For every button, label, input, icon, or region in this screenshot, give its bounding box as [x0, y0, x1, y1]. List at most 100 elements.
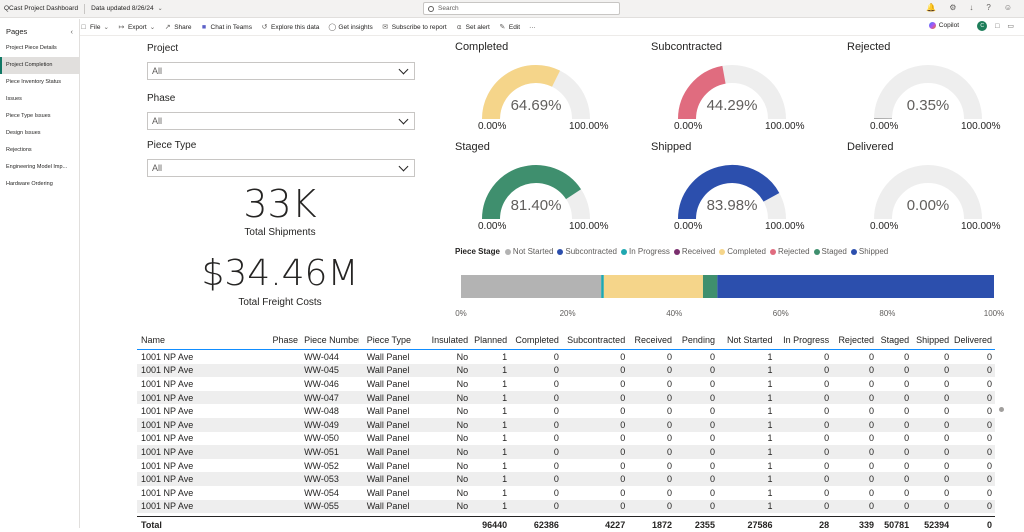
- bookmark-icon[interactable]: □: [995, 23, 999, 30]
- sidebar-item[interactable]: Piece Inventory Status: [0, 74, 79, 91]
- sidebar-item[interactable]: Project Completion: [0, 57, 79, 74]
- chevron-down-icon: [399, 114, 409, 124]
- column-header[interactable]: Piece Number: [298, 335, 359, 345]
- chat-in-teams-button[interactable]: ■Chat in Teams: [201, 24, 252, 31]
- gear-icon[interactable]: ⚙: [949, 3, 956, 12]
- sidebar-item[interactable]: Issues: [0, 91, 79, 108]
- bar-segment-shipped[interactable]: [717, 275, 994, 298]
- legend-item[interactable]: Rejected: [770, 247, 810, 256]
- table-cell: 0: [625, 365, 672, 375]
- legend-item[interactable]: In Progress: [621, 247, 670, 256]
- piece-type-dropdown[interactable]: All: [147, 159, 415, 177]
- top-icons: 🔔 ⚙ ↓ ? ☺: [926, 3, 1012, 12]
- column-header[interactable]: Not Started: [715, 335, 773, 345]
- download-icon[interactable]: ↓: [969, 3, 973, 12]
- legend-dot: [719, 249, 725, 255]
- sidebar-item[interactable]: Piece Type Issues: [0, 108, 79, 125]
- gauge-value: 64.69%: [451, 97, 621, 114]
- total-cell: 50781: [874, 520, 909, 530]
- scrollbar-handle[interactable]: [999, 407, 1004, 412]
- set-alert-button[interactable]: ⍺Set alert: [456, 24, 490, 31]
- edit-button[interactable]: ✎Edit: [499, 24, 520, 31]
- bell-icon[interactable]: 🔔: [926, 3, 936, 12]
- bar-segment-not-started[interactable]: [461, 275, 601, 298]
- sidebar-item[interactable]: Engineering Model Imp...: [0, 159, 79, 176]
- column-header[interactable]: Phase: [254, 335, 298, 345]
- column-header[interactable]: In Progress: [773, 335, 830, 345]
- export-menu[interactable]: ↦Export⌄: [118, 23, 155, 31]
- share-button[interactable]: ↗Share: [164, 24, 191, 31]
- gauge-value: 0.35%: [843, 97, 1013, 114]
- piece-type-slicer-label: Piece Type: [147, 140, 415, 154]
- explore-data-button[interactable]: ↺Explore this data: [261, 24, 319, 31]
- search-input[interactable]: Search: [423, 2, 620, 15]
- get-insights-button[interactable]: ◯Get insights: [328, 24, 372, 31]
- phase-dropdown[interactable]: All: [147, 112, 415, 130]
- bar-segment-completed[interactable]: [604, 275, 703, 298]
- copilot-button[interactable]: Copilot: [929, 22, 959, 29]
- sidebar-item[interactable]: Project Piece Details: [0, 40, 79, 57]
- legend-item[interactable]: Received: [674, 247, 715, 256]
- column-header[interactable]: Name: [137, 335, 254, 345]
- data-updated-label[interactable]: Data updated 8/26/24: [91, 5, 154, 12]
- app-title[interactable]: QCast Project Dashboard: [0, 5, 78, 12]
- chevron-down-icon[interactable]: ⌄: [158, 5, 163, 12]
- column-header[interactable]: Insulated: [417, 335, 468, 345]
- bar-segment-in-progress[interactable]: [601, 275, 604, 298]
- legend-item[interactable]: Completed: [719, 247, 766, 256]
- column-header[interactable]: Shipped: [909, 335, 949, 345]
- column-header[interactable]: Staged: [874, 335, 909, 345]
- column-header[interactable]: Planned: [468, 335, 507, 345]
- help-icon[interactable]: ?: [986, 3, 990, 12]
- view-icon[interactable]: ▭: [1007, 22, 1014, 30]
- legend-item[interactable]: Staged: [814, 247, 847, 256]
- legend-item[interactable]: Subcontracted: [557, 247, 617, 256]
- legend-item[interactable]: Shipped: [851, 247, 888, 256]
- sidebar-item[interactable]: Rejections: [0, 142, 79, 159]
- more-options-button[interactable]: ···: [529, 24, 536, 31]
- table-cell: 0: [773, 433, 830, 443]
- column-header[interactable]: Delivered: [949, 335, 995, 345]
- gauge-min: 0.00%: [674, 121, 702, 132]
- project-dropdown[interactable]: All: [147, 62, 415, 80]
- sidebar-item[interactable]: Hardware Ordering: [0, 176, 79, 193]
- feedback-icon[interactable]: ☺: [1004, 3, 1012, 12]
- file-menu[interactable]: □File⌄: [80, 23, 109, 31]
- column-header-label: Pending: [682, 335, 715, 345]
- column-header[interactable]: Received: [625, 335, 672, 345]
- table-cell: 0: [507, 433, 559, 443]
- legend-item[interactable]: Not Started: [505, 247, 553, 256]
- table-cell: 1: [468, 365, 507, 375]
- table-cell: 0: [949, 433, 995, 443]
- subscribe-button[interactable]: ✉Subscribe to report: [382, 24, 447, 31]
- column-header[interactable]: Subcontracted: [559, 335, 625, 345]
- column-header[interactable]: Pending: [672, 335, 715, 345]
- total-shipments-card[interactable]: 33K Total Shipments: [180, 181, 380, 238]
- sidebar-item[interactable]: Design Issues: [0, 125, 79, 142]
- avatar[interactable]: C: [977, 21, 987, 31]
- legend-items: Not Started Subcontracted In Progress Recei…: [505, 247, 892, 256]
- column-header[interactable]: Piece Type: [359, 335, 418, 345]
- column-header[interactable]: Rejected: [829, 335, 874, 345]
- column-header[interactable]: Completed: [507, 335, 559, 345]
- collapse-icon[interactable]: ‹: [71, 27, 74, 36]
- bar-segment-staged[interactable]: [703, 275, 717, 298]
